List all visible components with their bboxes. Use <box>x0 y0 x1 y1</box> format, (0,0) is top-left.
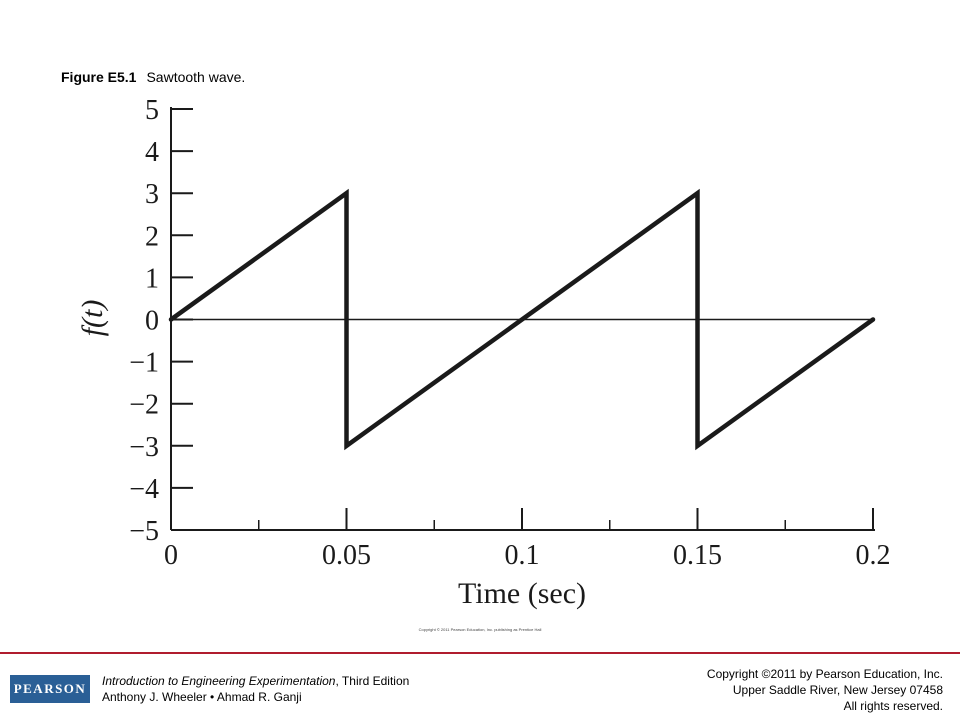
x-tick-label: 0.15 <box>673 540 722 571</box>
y-tick-label: −3 <box>129 432 159 463</box>
publisher-logo: PEARSON <box>10 675 90 703</box>
y-tick-label: 0 <box>145 306 159 337</box>
book-info: Introduction to Engineering Experimentat… <box>102 673 409 705</box>
x-tick-label: 0.05 <box>322 540 371 571</box>
x-axis-label: Time (sec) <box>458 577 586 610</box>
y-tick-label: 3 <box>145 179 159 210</box>
figure-caption-text: Sawtooth wave. <box>146 69 246 85</box>
copyright-line-3: All rights reserved. <box>843 699 943 713</box>
y-tick-label: −2 <box>129 390 159 421</box>
book-authors: Anthony J. Wheeler • Ahmad R. Ganji <box>102 690 302 704</box>
copyright-notice: Copyright ©2011 by Pearson Education, In… <box>707 666 943 714</box>
footer-divider <box>0 652 960 654</box>
y-tick-label: 2 <box>145 221 159 252</box>
copyright-line-2: Upper Saddle River, New Jersey 07458 <box>732 683 943 697</box>
x-tick-label: 0.1 <box>505 540 540 571</box>
book-title: Introduction to Engineering Experimentat… <box>102 674 336 688</box>
x-tick-label: 0.2 <box>856 540 891 571</box>
book-edition: , Third Edition <box>335 674 410 688</box>
x-tick-label: 0 <box>164 540 178 571</box>
sawtooth-series-line <box>168 188 876 451</box>
y-tick-label: −4 <box>129 474 159 505</box>
copyright-line-1: Copyright ©2011 by Pearson Education, In… <box>706 667 943 681</box>
y-tick-label: 5 <box>145 95 159 126</box>
figure-number: Figure E5.1 <box>61 69 137 85</box>
y-tick-label: −1 <box>129 348 159 379</box>
logo-text: PEARSON <box>13 681 87 696</box>
y-tick-label: −5 <box>129 516 159 547</box>
figure-caption: Figure E5.1 Sawtooth wave. <box>61 69 245 85</box>
y-tick-label: 1 <box>145 263 159 294</box>
y-axis-label: f(t) <box>76 300 109 337</box>
credit-line: Copyright © 2011 Pearson Education, Inc.… <box>418 627 542 632</box>
y-tick-label: 4 <box>145 137 159 168</box>
